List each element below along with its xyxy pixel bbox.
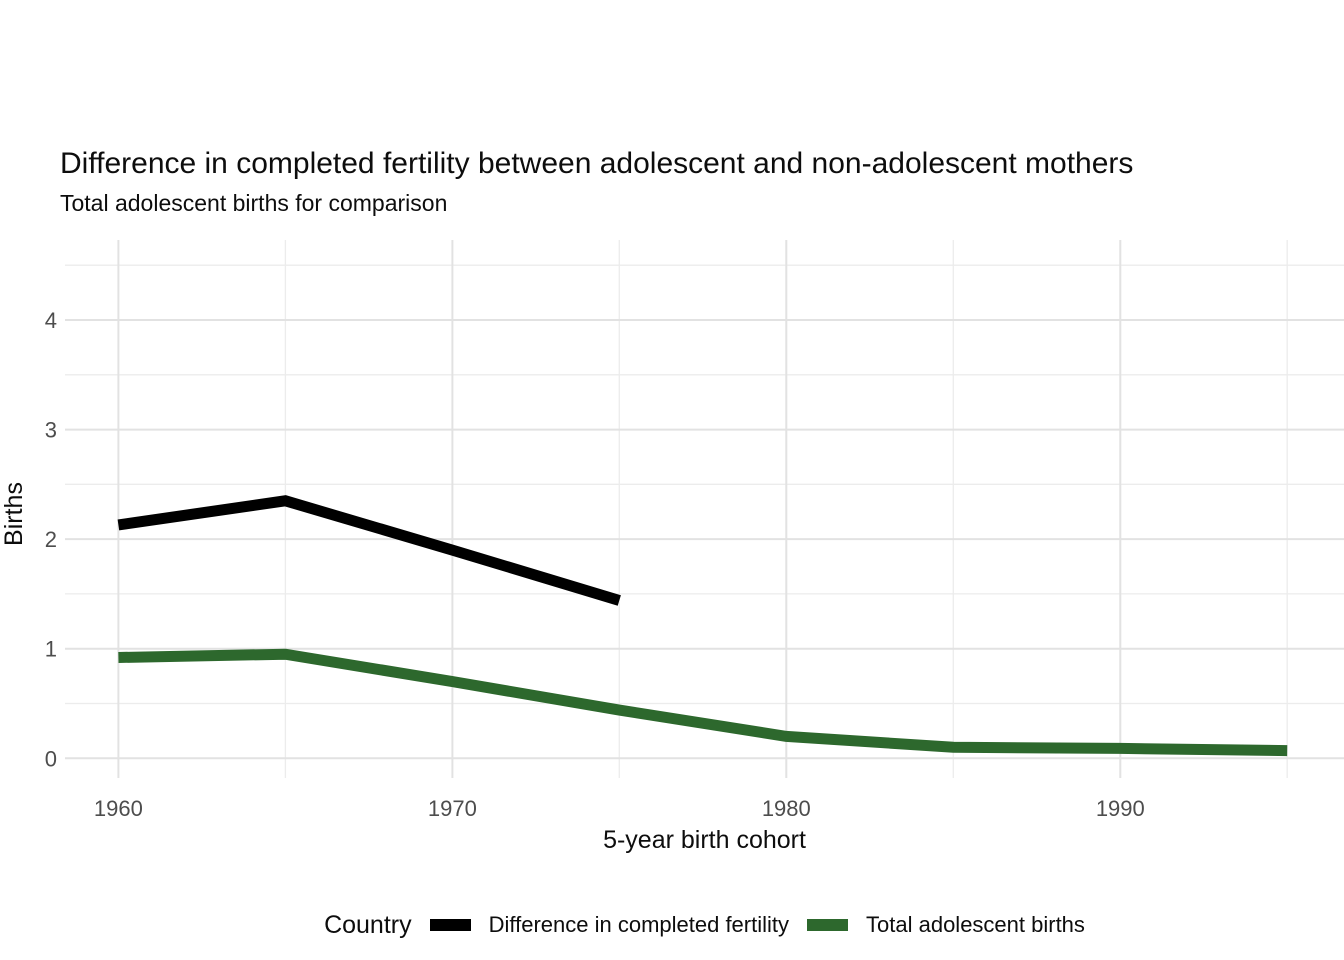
x-tick-label: 1980 <box>762 796 811 821</box>
x-axis-title: 5-year birth cohort <box>603 826 806 854</box>
y-tick-label: 1 <box>45 637 57 662</box>
legend: Country Difference in completed fertilit… <box>65 905 1344 945</box>
chart-subtitle: Total adolescent births for comparison <box>60 190 448 216</box>
y-tick-label: 3 <box>45 418 57 443</box>
series-line-1 <box>118 648 1288 757</box>
legend-label-difference: Difference in completed fertility <box>488 912 790 937</box>
legend-label-total: Total adolescent births <box>866 912 1085 937</box>
chart-title: Difference in completed fertility betwee… <box>60 147 1134 180</box>
y-tick-label: 2 <box>45 527 57 552</box>
series-line-0 <box>117 495 621 606</box>
legend-key-total-line <box>807 919 849 931</box>
x-tick-label: 1990 <box>1096 796 1145 821</box>
x-tick-label: 1960 <box>94 796 143 821</box>
x-tick-label: 1970 <box>428 796 477 821</box>
y-tick-label: 0 <box>45 746 57 771</box>
legend-key-difference-line <box>429 919 471 931</box>
legend-title: Country <box>324 910 412 939</box>
y-tick-label: 4 <box>45 308 57 333</box>
y-axis-title: Births <box>0 482 28 546</box>
